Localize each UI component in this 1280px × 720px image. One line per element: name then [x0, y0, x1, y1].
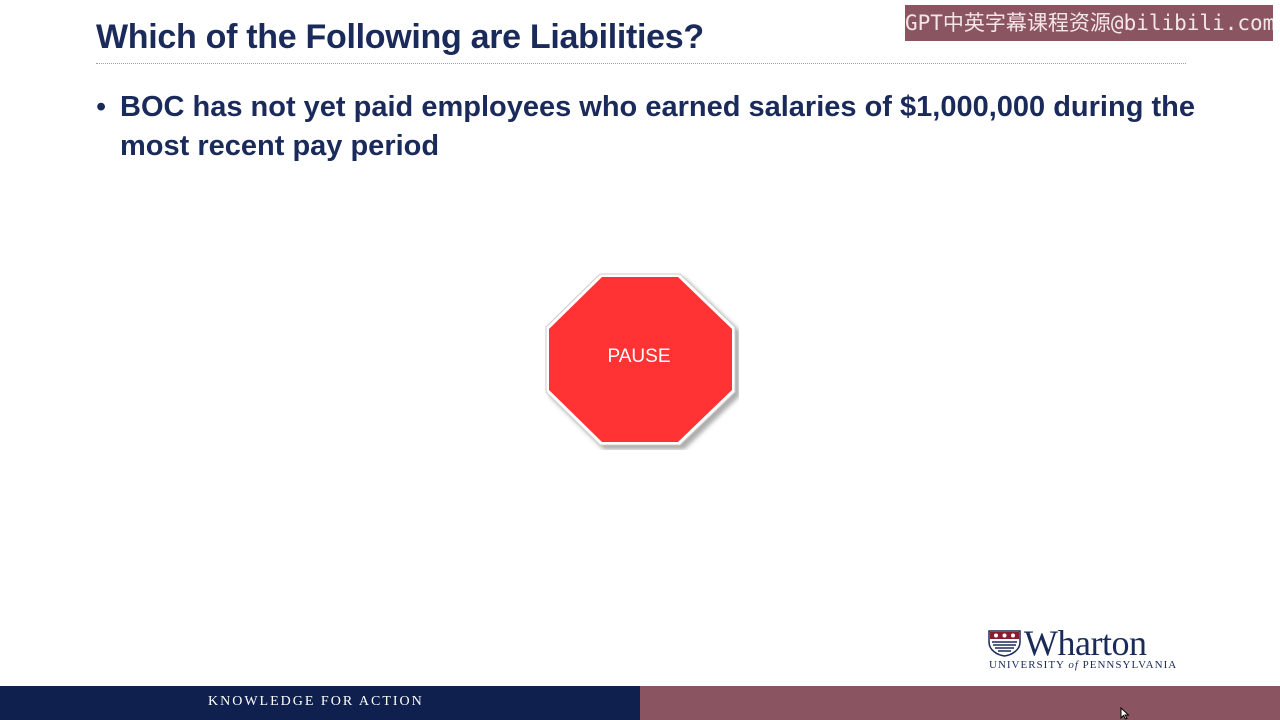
footer-bar-right: [640, 686, 1280, 720]
logo-subtitle-of: of: [1068, 659, 1079, 671]
bullet-text: BOC has not yet paid employees who earne…: [120, 91, 1195, 162]
mouse-pointer-icon: [1120, 707, 1130, 720]
stop-sign-body: [549, 277, 732, 442]
penn-shield-icon: [988, 630, 1021, 657]
bullet-marker: •: [96, 91, 107, 123]
slide-title: Which of the Following are Liabilities?: [96, 18, 704, 56]
stop-sign-icon: [545, 273, 736, 446]
footer-tagline: KNOWLEDGE FOR ACTION: [208, 694, 424, 709]
wharton-logo: Wharton UNIVERSITY of PENNSYLVANIA: [988, 623, 1193, 674]
logo-subtitle-university: UNIVERSITY: [989, 659, 1069, 671]
subtitle-watermark: GPT中英字幕课程资源@bilibili.com: [905, 5, 1273, 41]
pause-label: PAUSE: [607, 346, 671, 367]
logo-subtitle-penn: PENNSYLVANIA: [1078, 659, 1178, 671]
bullet-item: • BOC has not yet paid employees who ear…: [96, 88, 1216, 166]
footer-bar-left: KNOWLEDGE FOR ACTION: [0, 686, 640, 720]
logo-wordmark: Wharton: [1024, 623, 1147, 663]
title-divider: [96, 63, 1186, 64]
logo-subtitle: UNIVERSITY of PENNSYLVANIA: [989, 659, 1177, 671]
